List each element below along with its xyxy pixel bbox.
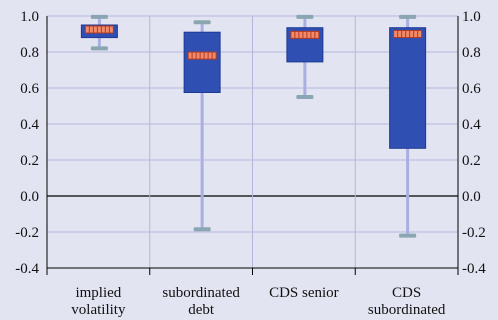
y-tick-label-right: 0.2 xyxy=(462,153,481,169)
median-bar xyxy=(84,25,114,34)
cap-max xyxy=(90,14,108,19)
cap-min xyxy=(193,227,211,232)
y-tick-label-left: 0.8 xyxy=(20,45,39,61)
y-tick-label-left: -0.4 xyxy=(15,261,39,277)
axes xyxy=(46,16,459,275)
y-tick-label-left: -0.2 xyxy=(15,225,39,241)
median-marker xyxy=(290,30,320,39)
category-label: subordinated xyxy=(368,302,446,318)
category-label: CDS xyxy=(392,285,421,301)
cap-min xyxy=(296,95,314,99)
y-tick-label-right: 0.0 xyxy=(462,189,481,205)
box-3 xyxy=(286,14,324,99)
median-bar xyxy=(393,30,423,38)
cap-max xyxy=(296,14,314,19)
y-tick-label-right: -0.2 xyxy=(462,225,486,241)
box-4 xyxy=(389,14,427,238)
iqr-box xyxy=(183,31,221,93)
cap-max xyxy=(399,14,417,19)
y-tick-label-left: 0.2 xyxy=(20,153,39,169)
median-bar xyxy=(290,30,320,39)
cap-min xyxy=(90,46,108,51)
median-marker xyxy=(84,25,114,34)
category-label: debt xyxy=(188,302,215,318)
labels: 1.0 1.0 0.8 0.8 0.6 0.6 0.4 0.4 0.2 0.2 0.0 0.0 -0.2… xyxy=(15,9,486,318)
cap-min xyxy=(399,233,417,238)
box-2 xyxy=(183,20,221,232)
y-tick-label-left: 0.4 xyxy=(20,117,39,133)
iqr-box xyxy=(389,27,427,149)
category-label: CDS senior xyxy=(269,285,339,301)
category-label: implied xyxy=(75,285,121,301)
cap-max xyxy=(193,20,211,25)
boxes xyxy=(80,14,427,238)
y-tick-label-right: 1.0 xyxy=(462,9,481,25)
y-tick-label-right: 0.4 xyxy=(462,117,481,133)
y-tick-label-left: 0.0 xyxy=(20,189,39,205)
box-1 xyxy=(80,14,118,51)
median-marker xyxy=(187,51,217,60)
y-tick-label-right: -0.4 xyxy=(462,261,486,277)
y-tick-label-left: 1.0 xyxy=(20,9,39,25)
y-tick-label-left: 0.6 xyxy=(20,81,39,97)
y-tick-label-right: 0.6 xyxy=(462,81,481,97)
category-label: volatility xyxy=(71,302,126,318)
median-marker xyxy=(393,30,423,38)
y-tick-label-right: 0.8 xyxy=(462,45,481,61)
category-label: subordinated xyxy=(162,285,240,301)
median-bar xyxy=(187,51,217,60)
